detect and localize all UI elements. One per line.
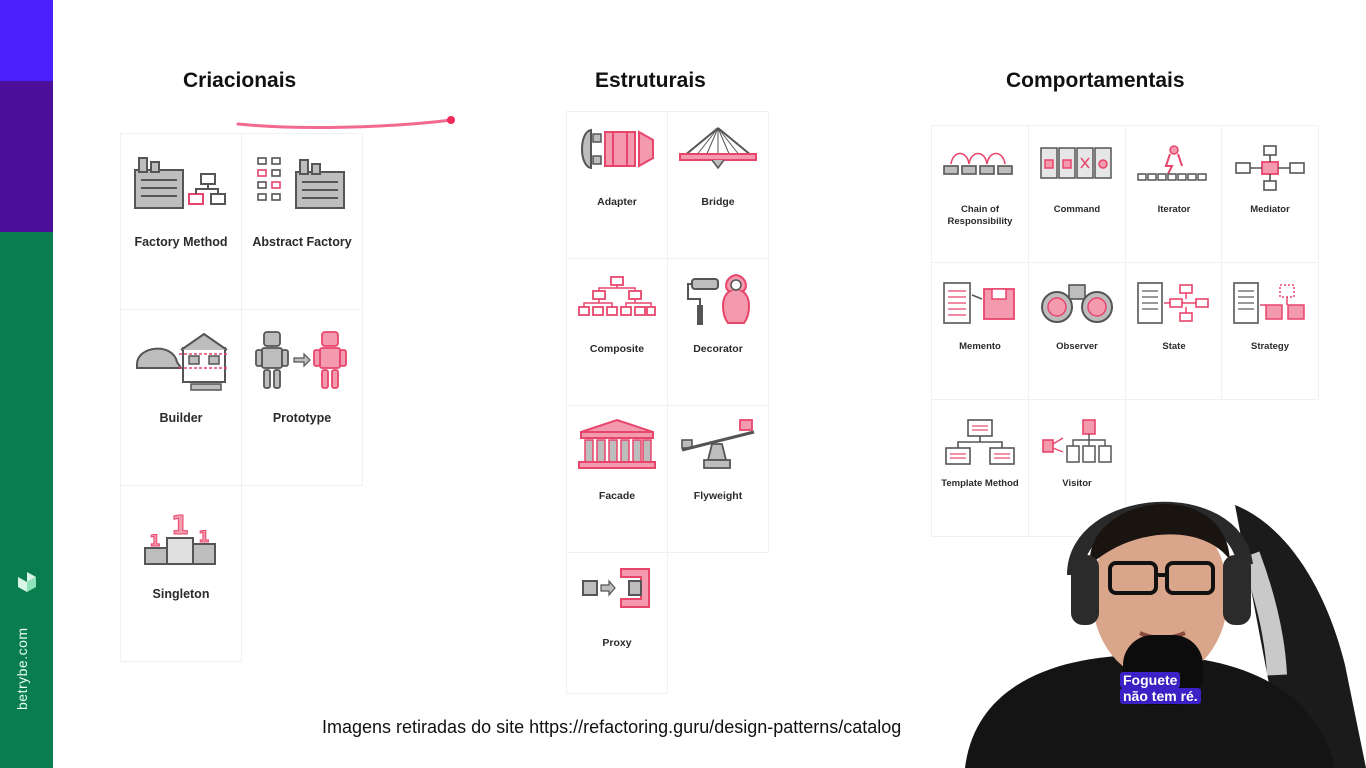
observer-icon <box>1029 281 1125 325</box>
card-label: Strategy <box>1250 341 1289 352</box>
memento-icon <box>932 281 1028 325</box>
card-composite[interactable]: Composite <box>567 259 667 405</box>
brand-strip: betrybe.com <box>0 0 53 768</box>
webcam-overlay <box>905 465 1366 768</box>
criacionais-title: Criacionais <box>183 69 297 92</box>
card-decorator[interactable]: Decorator <box>668 259 768 405</box>
card-proxy[interactable]: Proxy <box>567 553 667 693</box>
card-command[interactable]: Command <box>1029 126 1125 262</box>
card-singleton[interactable]: 1 1 1 Singleton <box>121 486 241 661</box>
card-label: Visitor <box>1062 478 1092 489</box>
card-label: Bridge <box>701 196 735 208</box>
svg-text:1: 1 <box>198 527 209 546</box>
adapter-icon <box>567 124 667 174</box>
estruturais-title: Estruturais <box>595 69 706 92</box>
iterator-icon <box>1126 144 1222 184</box>
card-label: Observer <box>1056 341 1098 352</box>
card-observer[interactable]: Observer <box>1029 263 1125 399</box>
abstract-factory-icon <box>242 152 362 212</box>
card-prototype[interactable]: Prototype <box>242 310 362 485</box>
subtitle-line-2: não tem ré. <box>1120 688 1201 705</box>
card-label: Adapter <box>597 196 637 208</box>
card-state[interactable]: State <box>1126 263 1222 399</box>
card-label: State <box>1162 341 1186 352</box>
card-label: Iterator <box>1157 204 1191 215</box>
card-label: Mediator <box>1250 204 1290 215</box>
prototype-icon <box>242 328 362 392</box>
card-template-method[interactable]: Template Method <box>932 400 1028 536</box>
strategy-icon <box>1222 281 1318 325</box>
builder-icon <box>121 328 241 392</box>
card-abstract-factory[interactable]: Abstract Factory <box>242 134 362 309</box>
card-chain-of-responsibility[interactable]: Chain of Responsibility <box>932 126 1028 262</box>
mediator-icon <box>1222 144 1318 192</box>
card-label: Proxy <box>602 637 632 649</box>
brand-strip-middle <box>0 81 53 232</box>
card-label: Decorator <box>693 343 743 355</box>
source-caption: Imagens retiradas do site https://refact… <box>322 717 902 737</box>
card-label: Facade <box>598 490 636 502</box>
card-label: Builder <box>159 411 203 425</box>
card-label: Template Method <box>941 478 1019 489</box>
visitor-icon <box>1029 418 1125 470</box>
card-label: Composite <box>589 343 645 355</box>
card-iterator[interactable]: Iterator <box>1126 126 1222 262</box>
card-facade[interactable]: Facade <box>567 406 667 552</box>
decorator-icon <box>668 271 768 327</box>
card-label: Chain of Responsibility <box>947 204 1013 228</box>
trybe-logo-icon <box>18 572 36 592</box>
card-strategy[interactable]: Strategy <box>1222 263 1318 399</box>
flyweight-icon <box>668 418 768 472</box>
card-mediator[interactable]: Mediator <box>1222 126 1318 262</box>
card-flyweight[interactable]: Flyweight <box>668 406 768 552</box>
subtitle-line-1: Foguete <box>1120 672 1181 689</box>
card-label: Singleton <box>152 587 210 601</box>
svg-text:1: 1 <box>171 511 189 541</box>
card-label: Command <box>1053 204 1101 215</box>
live-subtitle: Foguete não tem ré. <box>1120 672 1201 705</box>
card-factory-method[interactable]: Factory Method <box>121 134 241 309</box>
command-icon <box>1029 144 1125 184</box>
card-label: Prototype <box>272 411 332 425</box>
state-icon <box>1126 281 1222 325</box>
singleton-icon: 1 1 1 <box>121 504 241 568</box>
facade-icon <box>567 418 667 472</box>
template-method-icon <box>932 418 1028 466</box>
card-bridge[interactable]: Bridge <box>668 112 768 258</box>
factory-icon <box>121 152 241 212</box>
card-visitor[interactable]: Visitor <box>1029 400 1125 536</box>
proxy-icon <box>567 565 667 615</box>
bridge-icon <box>668 124 768 174</box>
card-label: Abstract Factory <box>252 235 352 249</box>
brand-site: betrybe.com <box>14 627 30 710</box>
card-label: Memento <box>959 341 1001 352</box>
comportamentais-title: Comportamentais <box>1006 69 1185 92</box>
presenter-video <box>965 501 1366 768</box>
card-builder[interactable]: Builder <box>121 310 241 485</box>
card-adapter[interactable]: Adapter <box>567 112 667 258</box>
pen-stroke <box>236 116 455 129</box>
brand-strip-bottom <box>0 232 53 768</box>
chain-icon <box>932 144 1028 184</box>
card-memento[interactable]: Memento <box>932 263 1028 399</box>
composite-icon <box>567 271 667 321</box>
card-label: Flyweight <box>693 490 743 502</box>
svg-text:1: 1 <box>149 531 160 550</box>
brand-strip-top <box>0 0 53 81</box>
card-label: Factory Method <box>134 235 228 249</box>
